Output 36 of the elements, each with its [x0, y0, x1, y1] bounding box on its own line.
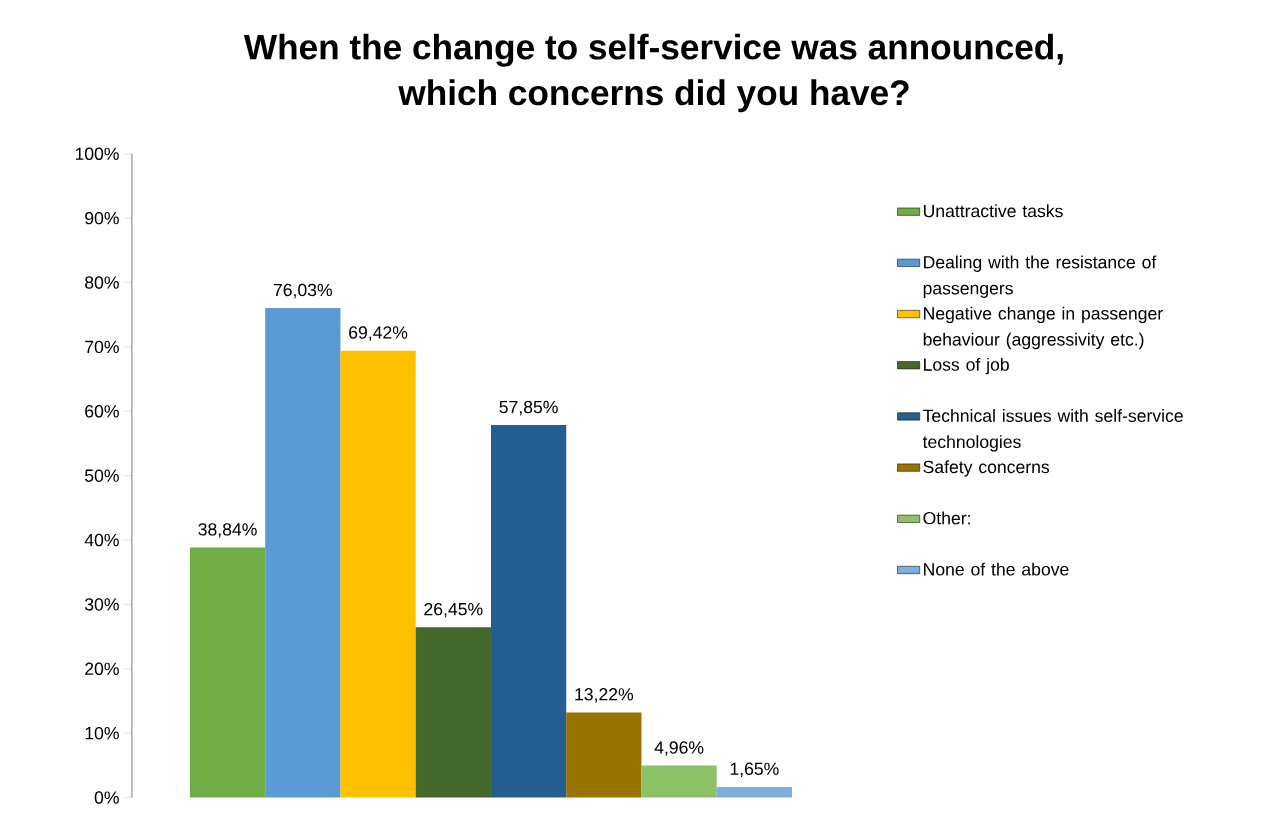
y-tick-label: 30% [84, 598, 119, 611]
legend-label: Loss of job [924, 357, 1009, 375]
bar [641, 765, 717, 798]
chart-title: When the change to self-service was announced, which concerns did you have? [243, 33, 1063, 113]
legend-label: Technical issues with self-service technologies [922, 409, 1183, 452]
data-label: 4,96% [654, 741, 704, 756]
bar [265, 308, 341, 798]
data-label: 38,84% [198, 523, 257, 538]
data-label: 1,65% [730, 762, 779, 778]
y-tick-label: 20% [85, 662, 119, 676]
y-tick-label: 50% [84, 469, 119, 482]
bar [415, 627, 491, 798]
y-tick-label: 80% [85, 276, 119, 289]
bar [566, 712, 642, 798]
y-tick-label: 70% [85, 340, 119, 354]
y-tick-label: 0% [94, 791, 119, 804]
bar [340, 350, 416, 798]
legend-label: Dealing with the resistance of passengers [923, 255, 1157, 298]
data-label: 26,45% [424, 602, 483, 618]
legend-label: Other: [923, 511, 970, 525]
data-label: 57,85% [499, 400, 558, 416]
data-label: 69,42% [349, 326, 408, 341]
legend-label: Negative change in passenger behaviour (aggressivity etc.) [923, 306, 1163, 350]
bar [716, 786, 792, 798]
legend-label: Unattractive tasks [923, 204, 1063, 218]
legend-label: Safety concerns [923, 460, 1050, 477]
bar [490, 425, 567, 798]
y-tick-label: 100% [75, 147, 119, 160]
y-tick-label: 90% [85, 211, 119, 225]
legend-label: None of the above [924, 562, 1069, 576]
bar [189, 547, 266, 798]
y-tick-label: 10% [85, 726, 119, 740]
data-label: 76,03% [273, 283, 333, 299]
y-tick-label: 60% [85, 405, 119, 418]
data-label: 13,22% [575, 688, 634, 703]
y-tick-label: 40% [84, 533, 119, 547]
